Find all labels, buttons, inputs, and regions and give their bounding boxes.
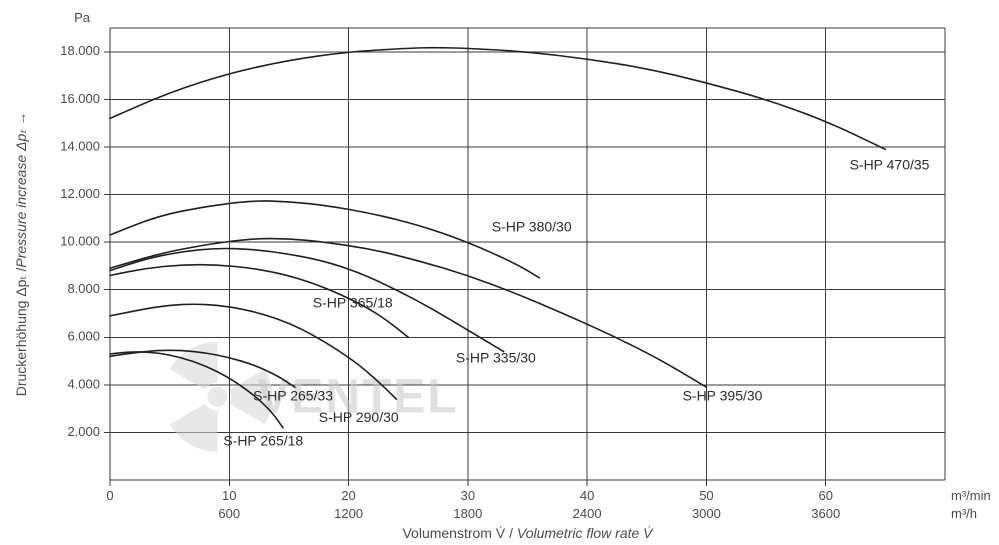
- series-label: S-HP 395/30: [683, 387, 763, 403]
- x-tick-min-label: 30: [461, 488, 475, 503]
- series-curve: [110, 48, 885, 150]
- y-tick-label: 14.000: [60, 138, 100, 153]
- y-tick-label: 16.000: [60, 91, 100, 106]
- series-label: S-HP 470/35: [850, 157, 930, 173]
- series-label: S-HP 380/30: [492, 219, 572, 235]
- x-tick-hr-label: 2400: [573, 506, 602, 521]
- x-tick-min-label: 60: [818, 488, 832, 503]
- series-label: S-HP 365/18: [313, 295, 393, 311]
- y-tick-label: 10.000: [60, 234, 100, 249]
- x-tick-hr-label: 3000: [692, 506, 721, 521]
- series-label: S-HP 290/30: [319, 409, 399, 425]
- y-tick-label: 8.000: [67, 281, 100, 296]
- x-tick-min-label: 10: [222, 488, 236, 503]
- series-label: S-HP 335/30: [456, 349, 536, 365]
- y-tick-label: 2.000: [67, 424, 100, 439]
- x-tick-hr-label: 600: [218, 506, 240, 521]
- x-tick-min-label: 0: [106, 488, 113, 503]
- y-unit-label: Pa: [74, 10, 91, 25]
- y-tick-label: 18.000: [60, 43, 100, 58]
- y-axis-label: Druckerhöhung Δpₜ /Pressure increase Δpₜ…: [13, 112, 29, 397]
- x-tick-min-label: 50: [699, 488, 713, 503]
- x-unit-min-label: m³/min: [951, 488, 991, 503]
- x-tick-hr-label: 3600: [811, 506, 840, 521]
- y-tick-label: 6.000: [67, 329, 100, 344]
- y-tick-label: 12.000: [60, 186, 100, 201]
- x-tick-hr-label: 1200: [334, 506, 363, 521]
- y-tick-label: 4.000: [67, 376, 100, 391]
- x-unit-hr-label: m³/h: [951, 506, 977, 521]
- x-tick-hr-label: 1800: [453, 506, 482, 521]
- series-curve: [110, 248, 504, 351]
- fan-curve-chart: VENTELS-HP 470/35S-HP 380/30S-HP 395/30S…: [0, 0, 999, 545]
- x-tick-min-label: 40: [580, 488, 594, 503]
- x-tick-min-label: 20: [341, 488, 355, 503]
- series-label: S-HP 265/18: [223, 433, 303, 449]
- x-axis-label: Volumenstrom V̇ / Volumetric flow rate V…: [402, 525, 654, 541]
- series-label: S-HP 265/33: [253, 387, 333, 403]
